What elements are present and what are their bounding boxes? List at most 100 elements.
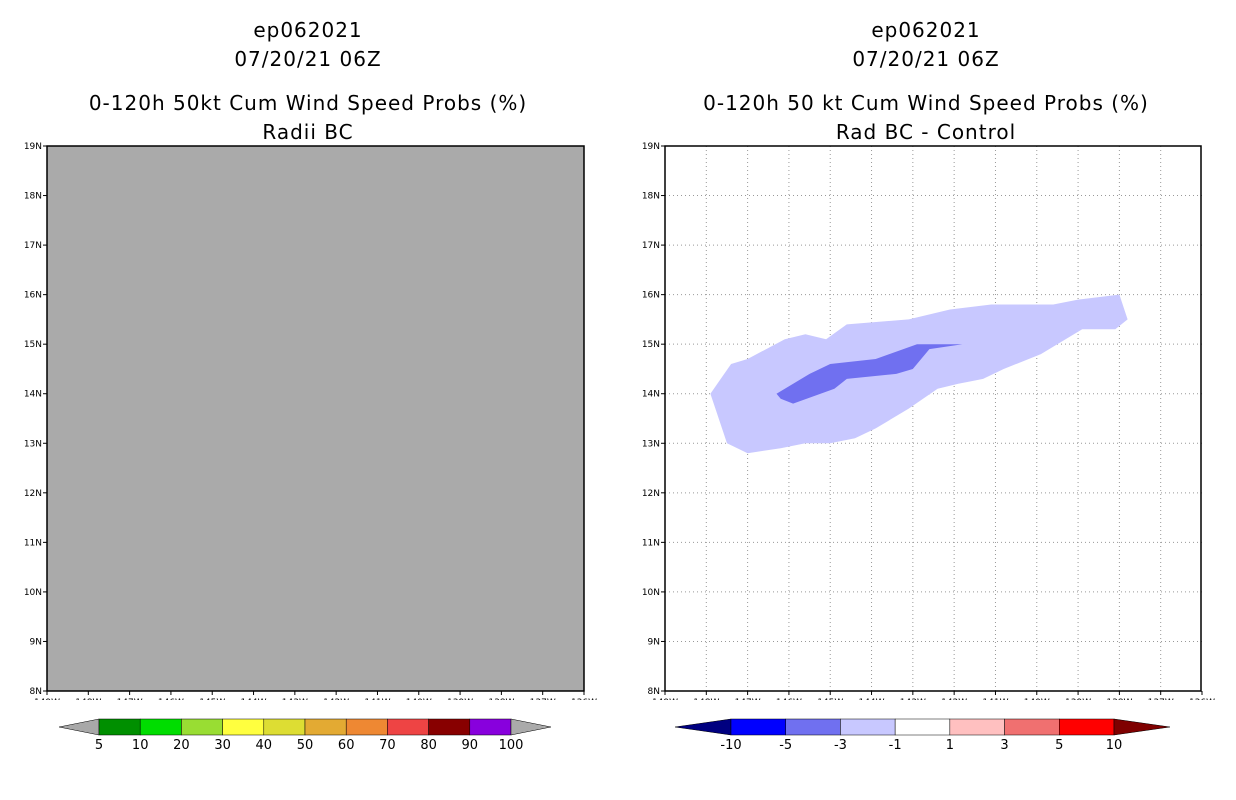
x-tick-label: 147W (117, 698, 143, 700)
x-tick-label: 142W (323, 698, 349, 700)
x-tick-label: 143W (282, 698, 308, 700)
colorbar-label: 80 (420, 738, 437, 753)
y-tick-label: 13N (642, 439, 660, 449)
x-tick-label: 146W (158, 698, 184, 700)
x-tick-label: 137W (1148, 698, 1174, 700)
x-tick-label: 140W (406, 698, 432, 700)
colorbar-swatch (785, 718, 841, 736)
colorbar-swatch (98, 718, 141, 736)
colorbar-swatch (181, 718, 223, 736)
y-tick-label: 16N (642, 291, 660, 301)
x-tick-label: 147W (735, 698, 761, 700)
region-minus-5-to-minus-3 (776, 344, 963, 404)
x-tick-label: 148W (75, 698, 101, 700)
colorbar-swatch (139, 718, 182, 736)
colorbar-swatch (263, 718, 306, 736)
left-map-field (46, 145, 585, 692)
colorbar-label: 60 (338, 738, 355, 753)
colorbar-label: 5 (95, 738, 103, 753)
x-tick-label: 144W (240, 698, 266, 700)
right-title-product: 0-120h 50 kt Cum Wind Speed Probs (%) (703, 91, 1149, 115)
y-tick-label: 12N (642, 489, 660, 499)
colorbar-swatch (894, 718, 951, 736)
colorbar-swatch (345, 718, 388, 736)
right-map-panel: 149W 148W 147W 146W 145W 144W 143W 142W 141W 140W… (642, 142, 1215, 700)
x-tick-label: 145W (817, 698, 843, 700)
colorbar-label: 40 (256, 738, 273, 753)
left-y-axis: 8N 9N 10N 11N 12N 13N 14N 15N 16N 17N 18N 19N (24, 142, 47, 697)
x-tick-label: 146W (776, 698, 802, 700)
colorbar-swatch (840, 718, 896, 736)
y-tick-label: 11N (24, 538, 42, 548)
y-tick-label: 17N (642, 241, 660, 251)
y-tick-label: 19N (642, 142, 660, 152)
colorbar-label: 3 (1000, 738, 1008, 753)
right-title-storm-id: ep062021 (871, 18, 981, 42)
right-y-axis: 8N 9N 10N 11N 12N 13N 14N 15N 16N 17N 18N 19N (642, 142, 665, 697)
colorbar-label: 10 (1106, 738, 1123, 753)
x-tick-label: 142W (941, 698, 967, 700)
y-tick-label: 11N (642, 538, 660, 548)
y-tick-label: 19N (24, 142, 42, 152)
y-tick-label: 12N (24, 489, 42, 499)
colorbar-label: 20 (173, 738, 190, 753)
right-title-subtitle: Rad BC - Control (835, 120, 1017, 144)
colorbar-label: 5 (1055, 738, 1063, 753)
y-tick-label: 10N (24, 588, 42, 598)
colorbar-label: 1 (946, 738, 954, 753)
y-tick-label: 15N (24, 340, 42, 350)
x-tick-label: 136W (1189, 698, 1215, 700)
left-x-axis: 149W 148W 147W 146W 145W 144W 143W 142W 141W 140W… (34, 691, 597, 700)
left-title-datetime: 07/20/21 06Z (234, 47, 382, 71)
colorbar-arrow-high (510, 718, 552, 736)
x-tick-label: 138W (488, 698, 514, 700)
y-tick-label: 18N (642, 192, 660, 202)
colorbar-swatch (428, 718, 471, 736)
y-tick-label: 9N (30, 637, 42, 647)
colorbar-label: -3 (834, 738, 847, 753)
right-map-frame (664, 145, 1202, 692)
region-minus-3-to-minus-1 (710, 294, 1128, 454)
left-title-subtitle: Radii BC (262, 120, 354, 144)
colorbar-swatch (387, 718, 429, 736)
x-tick-label: 149W (34, 698, 60, 700)
x-tick-label: 136W (571, 698, 597, 700)
colorbar-swatch (730, 718, 786, 736)
x-tick-label: 139W (447, 698, 473, 700)
colorbar-swatch (949, 718, 1005, 736)
colorbar-label: 70 (379, 738, 396, 753)
x-tick-label: 149W (652, 698, 678, 700)
right-map-regions (710, 294, 1128, 454)
y-tick-label: 16N (24, 291, 42, 301)
x-tick-label: 140W (1024, 698, 1050, 700)
y-tick-label: 17N (24, 241, 42, 251)
left-colorbar: 5 10 20 30 40 50 60 70 80 90 100 (58, 718, 552, 753)
colorbar-label: 100 (499, 738, 524, 753)
y-tick-label: 8N (30, 687, 42, 697)
colorbar-label: 10 (132, 738, 149, 753)
colorbar-arrow-high (1113, 718, 1171, 736)
right-title-datetime: 07/20/21 06Z (852, 47, 1000, 71)
y-tick-label: 8N (648, 687, 660, 697)
colorbar-label: 50 (297, 738, 314, 753)
x-tick-label: 141W (982, 698, 1008, 700)
colorbar-arrow-low (58, 718, 100, 736)
x-tick-label: 138W (1106, 698, 1132, 700)
y-tick-label: 14N (642, 390, 660, 400)
right-x-axis: 149W 148W 147W 146W 145W 144W 143W 142W 141W 140W… (652, 691, 1215, 700)
y-tick-label: 9N (648, 637, 660, 647)
x-tick-label: 148W (693, 698, 719, 700)
left-title-product: 0-120h 50kt Cum Wind Speed Probs (%) (88, 91, 528, 115)
left-title-storm-id: ep062021 (253, 18, 363, 42)
x-tick-label: 144W (858, 698, 884, 700)
colorbar-label: 90 (462, 738, 479, 753)
y-tick-label: 14N (24, 390, 42, 400)
colorbar-label: -1 (889, 738, 902, 753)
left-map-panel: 149W 148W 147W 146W 145W 144W 143W 142W 141W 140W… (24, 142, 597, 700)
x-tick-label: 137W (530, 698, 556, 700)
colorbar-label: -5 (779, 738, 792, 753)
colorbar-swatch (1059, 718, 1115, 736)
y-tick-label: 10N (642, 588, 660, 598)
colorbar-swatch (222, 718, 265, 736)
colorbar-swatch (469, 718, 512, 736)
